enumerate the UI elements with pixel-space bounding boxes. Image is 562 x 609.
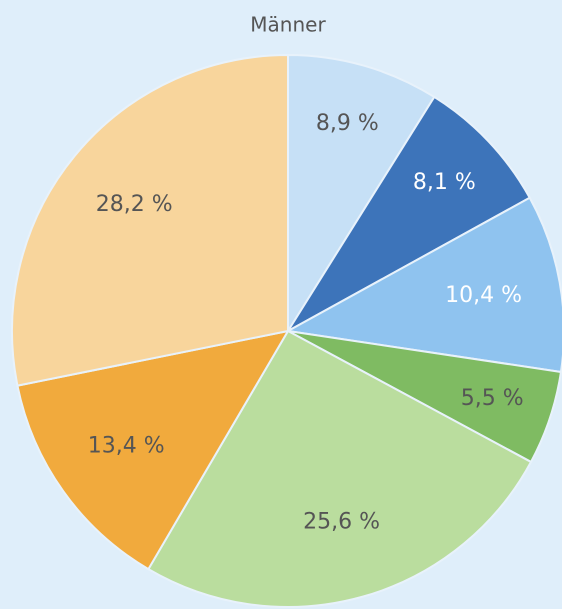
data-label: 13,4 % xyxy=(88,433,165,458)
pie-slice xyxy=(284,196,562,374)
data-label: 8,9 % xyxy=(316,111,379,136)
pie-slice xyxy=(147,329,533,608)
pie-slice xyxy=(285,95,532,334)
data-label: 10,4 % xyxy=(445,283,522,308)
chart-title: Männer xyxy=(250,13,326,37)
data-label: 28,2 % xyxy=(96,192,173,217)
pie-slice xyxy=(11,53,289,387)
data-label: 8,1 % xyxy=(413,170,476,195)
data-label: 5,5 % xyxy=(461,386,524,411)
pie-slice xyxy=(287,53,436,335)
data-label: 25,6 % xyxy=(303,509,380,534)
pie-slice xyxy=(16,329,290,571)
